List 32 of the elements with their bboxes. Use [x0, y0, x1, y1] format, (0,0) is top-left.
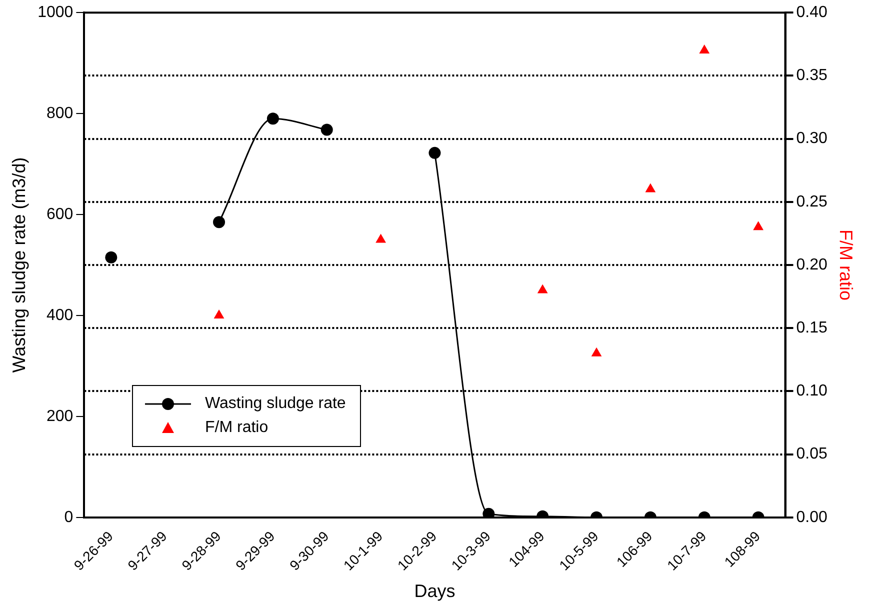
y2-tick-label: 0.15: [796, 320, 828, 337]
legend-label: Wasting sludge rate: [205, 395, 346, 413]
y2-tick-label: 0.05: [796, 446, 828, 463]
y-axis-title: Wasting sludge rate (m3/d): [8, 157, 29, 373]
point: [213, 216, 226, 228]
point: [753, 221, 764, 230]
y2-tick-label: 0.40: [796, 4, 828, 22]
y-tick-label: 200: [46, 408, 74, 425]
point: [214, 309, 224, 318]
y2-tick-label: 0.35: [796, 67, 828, 84]
point: [428, 146, 441, 159]
y2-tick-label: 0.10: [796, 382, 828, 400]
y-tick-label: 800: [46, 104, 74, 122]
y-tick-label: 600: [46, 206, 74, 223]
y2-axis-title: F/M ratio: [836, 229, 856, 301]
point: [645, 183, 656, 192]
point: [320, 124, 333, 136]
y-tick-label: 0: [64, 508, 74, 526]
y2-tick-label: 0.25: [796, 193, 828, 210]
point: [376, 234, 386, 243]
y-tick-label: 1000: [38, 4, 74, 22]
point: [105, 251, 118, 264]
y2-tick-label: 0.20: [796, 256, 828, 274]
y2-tick-label: 0.00: [796, 508, 828, 526]
x-axis-title: Days: [414, 581, 456, 602]
point: [537, 284, 548, 294]
y2-tick-label: 0.30: [796, 130, 828, 148]
legend-label: F/M ratio: [205, 419, 268, 437]
y-tick-label: 400: [46, 306, 74, 324]
point: [699, 44, 710, 54]
point: [266, 112, 279, 125]
point: [591, 347, 602, 356]
